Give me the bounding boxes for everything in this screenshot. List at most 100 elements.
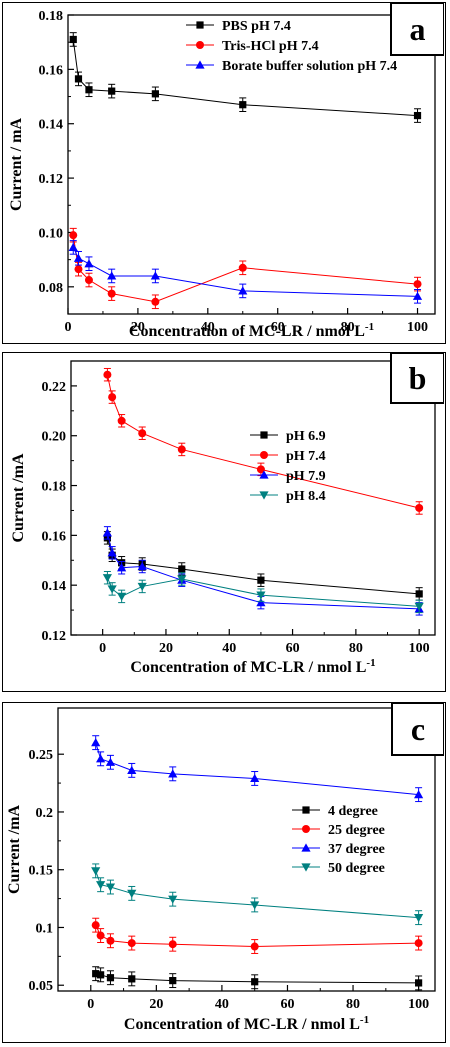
data-point bbox=[91, 867, 101, 876]
y-tick-label: 0.08 bbox=[39, 281, 64, 296]
y-tick-label: 0.18 bbox=[42, 480, 67, 495]
x-tick-label: 0 bbox=[87, 997, 94, 1012]
data-point bbox=[127, 765, 137, 774]
chart-c-svg: 0.05 0.1 0.15 0.2 0.25 0 20 40 60 80 100 Concentrat… bbox=[6, 702, 445, 1033]
data-point bbox=[238, 263, 247, 272]
plot-frame bbox=[70, 360, 436, 636]
legend-marker bbox=[259, 470, 269, 479]
y-tick-label: 0.1 bbox=[36, 921, 54, 936]
data-point bbox=[84, 259, 94, 268]
data-point bbox=[128, 975, 136, 983]
data-point bbox=[168, 769, 178, 778]
series-line bbox=[106, 537, 420, 595]
data-point bbox=[92, 970, 100, 978]
data-point bbox=[117, 416, 126, 425]
x-tick-label: 40 bbox=[222, 641, 236, 656]
data-point bbox=[414, 939, 423, 948]
series-1 bbox=[91, 917, 423, 954]
x-tick-label: 60 bbox=[280, 997, 294, 1012]
data-point bbox=[105, 757, 116, 766]
data-point bbox=[68, 242, 78, 252]
y-tick-label: 0.25 bbox=[29, 748, 54, 763]
legend-marker bbox=[259, 491, 269, 500]
legend-label: pH 6.9 bbox=[286, 429, 326, 444]
series-3 bbox=[102, 570, 424, 614]
data-point bbox=[107, 585, 117, 594]
legend-label: 25 degree bbox=[328, 823, 385, 838]
y-tick-label: 0.12 bbox=[39, 172, 64, 187]
x-axis-label: Concentration of MC-LR / nmol L-1 bbox=[130, 657, 375, 676]
x-tick-label: 80 bbox=[346, 997, 360, 1012]
legend-label: Tris-HCl pH 7.4 bbox=[222, 39, 319, 54]
data-point bbox=[91, 921, 100, 930]
y-axis-label: Current /mA bbox=[10, 453, 27, 542]
data-point bbox=[96, 881, 106, 890]
series-0 bbox=[103, 531, 423, 601]
series-0 bbox=[92, 966, 423, 991]
series-3 bbox=[91, 863, 424, 926]
data-point bbox=[108, 393, 117, 402]
y-tick-label: 0.10 bbox=[39, 226, 64, 241]
panel-letter: c bbox=[411, 711, 425, 747]
series-line bbox=[95, 870, 419, 919]
legend-label: pH 8.4 bbox=[286, 489, 326, 504]
x-tick-label: 100 bbox=[408, 997, 429, 1012]
panel-letter: a bbox=[410, 11, 426, 47]
y-tick-label: 0.16 bbox=[42, 529, 67, 544]
data-point bbox=[257, 576, 265, 584]
x-axis-label-exponent: -1 bbox=[365, 321, 374, 333]
chart-panel-a: 0.08 0.10 0.12 0.14 0.16 0.18 0 20 40 60 80 100 Conc… bbox=[2, 2, 446, 344]
data-point bbox=[415, 979, 423, 987]
y-tick-label: 0.14 bbox=[39, 118, 64, 133]
data-point bbox=[168, 940, 177, 949]
y-axis-label: Current /mA bbox=[6, 805, 23, 894]
x-tick-label: 20 bbox=[149, 997, 163, 1012]
x-tick-label: 100 bbox=[409, 641, 430, 656]
legend-marker bbox=[195, 60, 205, 69]
y-tick-label: 0.16 bbox=[39, 63, 64, 78]
data-point bbox=[169, 977, 177, 985]
legend-marker bbox=[260, 431, 268, 439]
data-point bbox=[74, 265, 83, 274]
x-tick-label: 20 bbox=[159, 641, 173, 656]
x-tick-label: 40 bbox=[215, 997, 229, 1012]
data-point bbox=[107, 548, 117, 557]
data-point bbox=[256, 591, 266, 600]
y-tick-label: 0.2 bbox=[36, 806, 54, 821]
series-2 bbox=[68, 240, 423, 304]
data-point bbox=[415, 503, 424, 512]
data-point bbox=[256, 598, 266, 607]
legend-label: 4 degree bbox=[328, 804, 378, 819]
data-point bbox=[117, 592, 127, 601]
chart-a-svg: 0.08 0.10 0.12 0.14 0.16 0.18 0 20 40 60 80 100 Conc… bbox=[8, 2, 445, 340]
chart-panel-b: 0.12 0.14 0.16 0.18 0.20 0.22 0 20 40 60 80 100 Conc… bbox=[2, 352, 446, 692]
x-axis-label: Concentration of MC-LR / nmol L-1 bbox=[124, 1014, 369, 1033]
data-point bbox=[96, 754, 106, 763]
legend-label: pH 7.9 bbox=[286, 469, 326, 484]
legend-marker bbox=[302, 806, 310, 814]
legend-label: 50 degree bbox=[328, 861, 385, 876]
data-point bbox=[117, 563, 127, 572]
data-point bbox=[97, 971, 105, 979]
data-point bbox=[414, 602, 424, 611]
data-point bbox=[69, 231, 78, 240]
data-point bbox=[250, 942, 259, 951]
x-tick-label: 20 bbox=[131, 320, 145, 335]
y-axis-label: Current / mA bbox=[8, 118, 25, 211]
data-point bbox=[151, 90, 159, 98]
legend-marker bbox=[302, 825, 310, 833]
data-point bbox=[85, 86, 93, 94]
y-tick-label: 0.18 bbox=[39, 9, 64, 24]
y-tick-label: 0.12 bbox=[42, 629, 67, 644]
data-point bbox=[69, 35, 77, 44]
data-point bbox=[151, 297, 160, 306]
x-tick-label: 80 bbox=[341, 320, 355, 335]
data-point bbox=[127, 939, 136, 948]
data-point bbox=[108, 87, 116, 95]
series-line bbox=[95, 924, 419, 948]
x-tick-label: 60 bbox=[286, 641, 300, 656]
legend-marker bbox=[196, 21, 204, 29]
data-point bbox=[251, 978, 259, 986]
x-tick-label: 0 bbox=[65, 320, 72, 335]
x-tick-label: 100 bbox=[407, 320, 428, 335]
